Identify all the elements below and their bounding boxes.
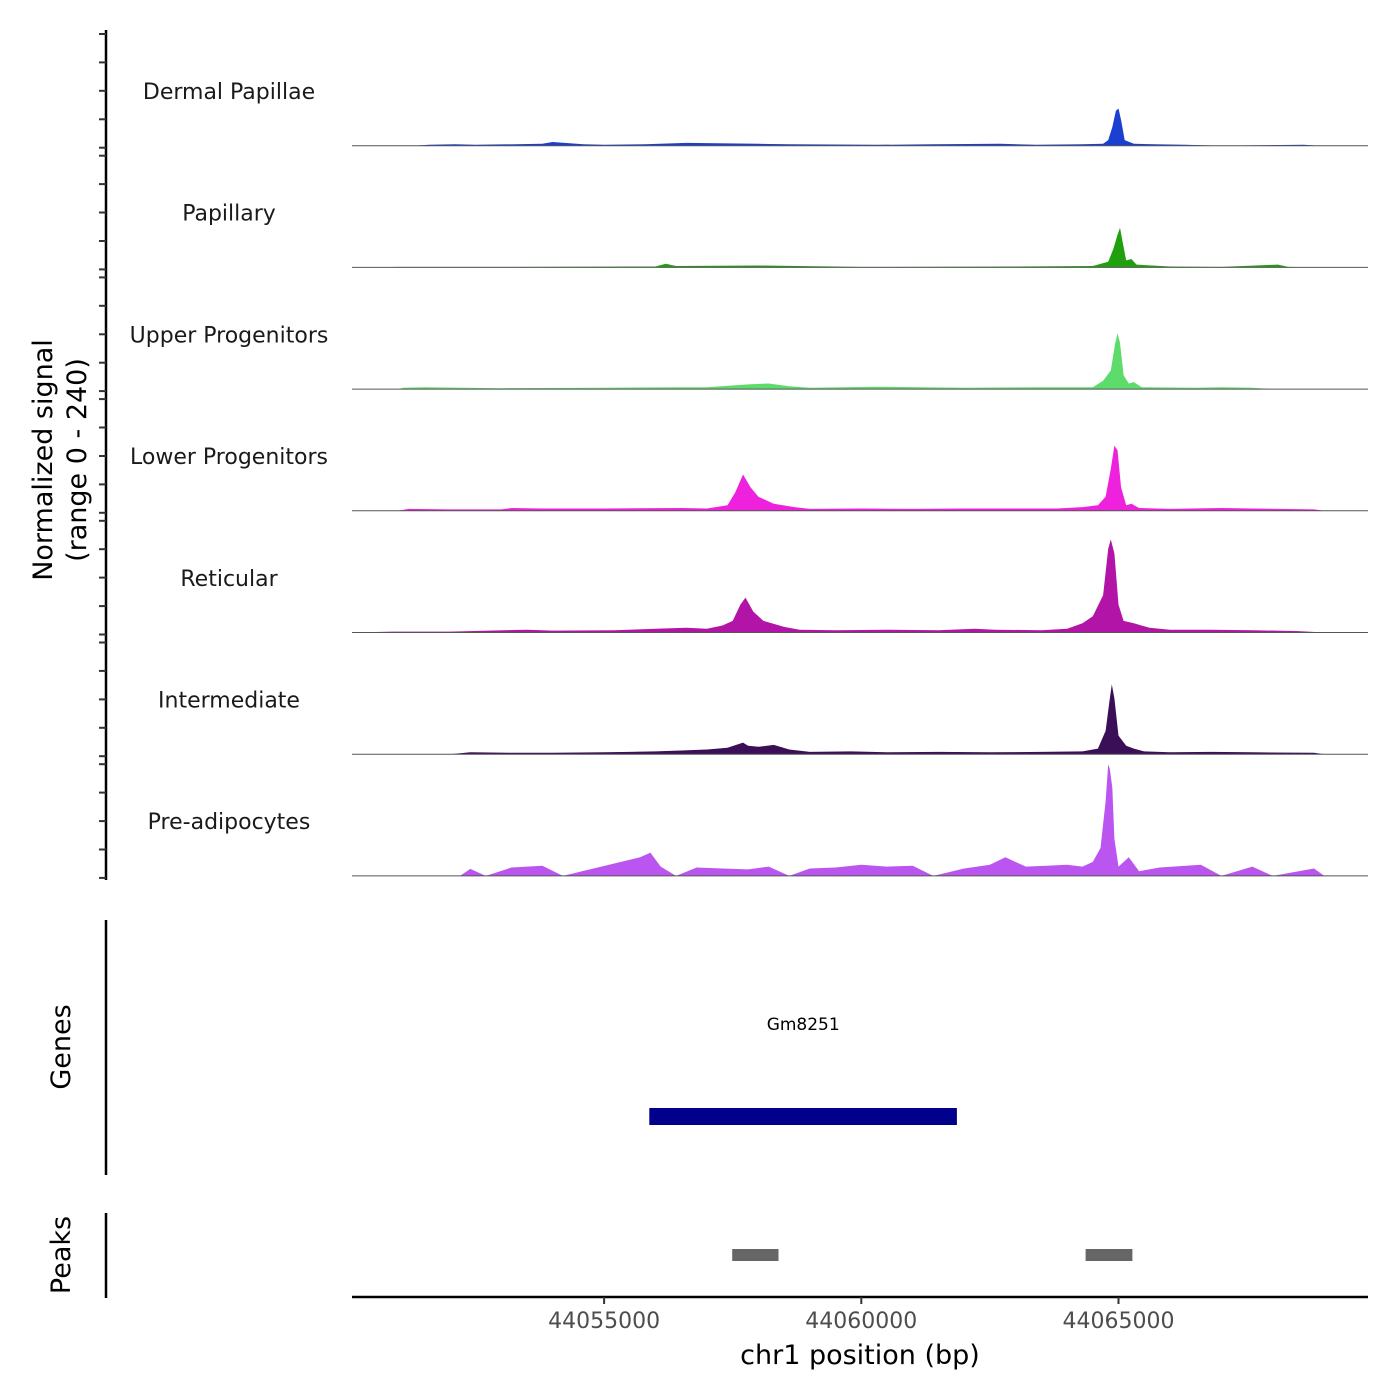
track-label: Intermediate [158, 689, 300, 714]
signal-y-axis-ticks [99, 33, 106, 879]
track-label: Pre-adipocytes [148, 810, 311, 835]
signal-area [398, 333, 1273, 390]
track-label: Upper Progenitors [130, 323, 329, 348]
peak-regions [732, 1249, 1133, 1261]
track-label: Dermal Papillae [143, 80, 315, 105]
track-2: Upper Progenitors [130, 323, 1368, 390]
x-tick-label: 44055000 [548, 1309, 660, 1334]
x-axis-ticks: 44055000 44060000 44065000 [548, 1297, 1174, 1334]
signal-area [460, 764, 1325, 876]
x-axis-title: chr1 position (bp) [740, 1340, 980, 1371]
x-tick-label: 44060000 [805, 1309, 917, 1334]
track-0: Dermal Papillae [143, 80, 1368, 147]
signal-area [413, 108, 1320, 146]
track-3: Lower Progenitors [130, 445, 1368, 512]
gene-label: Gm8251 [767, 1015, 840, 1035]
y-axis-title: Normalized signal (range 0 - 240) [28, 339, 93, 581]
signal-tracks: Dermal Papillae Papillary Upper Progenitor… [130, 80, 1368, 877]
track-label: Papillary [182, 202, 276, 227]
signal-area [352, 227, 1325, 268]
gene-annotations: Gm8251 [649, 1015, 957, 1125]
track-5: Intermediate [158, 684, 1368, 755]
signal-area [398, 445, 1325, 511]
track-label: Reticular [180, 567, 278, 592]
track-1: Papillary [182, 202, 1368, 268]
peaks-panel-title: Peaks [46, 1216, 77, 1294]
x-tick-label: 44065000 [1063, 1309, 1175, 1334]
track-label: Lower Progenitors [130, 445, 328, 470]
signal-area [449, 684, 1325, 755]
peak-region [732, 1249, 779, 1261]
y-axis-title-line2: (range 0 - 240) [62, 358, 93, 562]
signal-area [352, 539, 1325, 633]
track-6: Pre-adipocytes [148, 764, 1368, 877]
y-axis-title-line1: Normalized signal [28, 339, 59, 581]
peak-region [1085, 1249, 1133, 1261]
track-4: Reticular [180, 539, 1368, 633]
genes-panel-title: Genes [46, 1004, 77, 1089]
gene-body [649, 1108, 957, 1125]
